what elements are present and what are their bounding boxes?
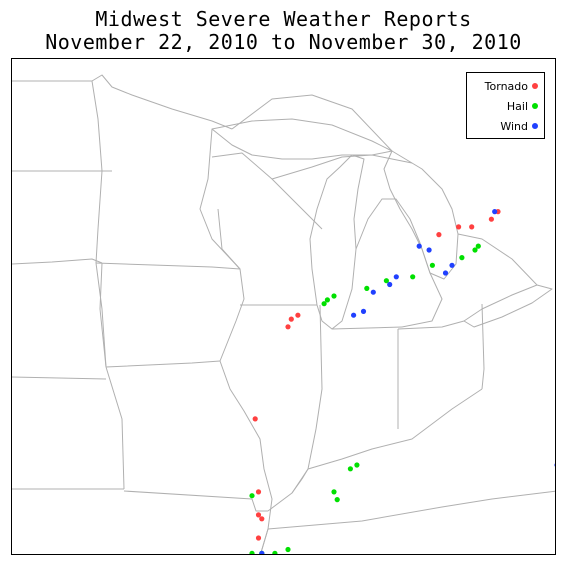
state-line-ks-mo <box>105 366 125 490</box>
basemap <box>12 74 555 554</box>
hail-report-dot <box>410 274 416 280</box>
legend-label-wind: Wind <box>500 119 528 133</box>
hail-report-dot <box>347 466 353 472</box>
state-line-mn-ia <box>95 262 241 270</box>
lower-michigan <box>355 198 443 328</box>
border-canada-north <box>12 74 233 130</box>
hail-report-dot <box>321 301 327 307</box>
legend-dot-tornado <box>532 83 538 89</box>
upper-michigan-peninsula <box>271 154 413 180</box>
wind-report-dot <box>393 274 399 280</box>
tornado-report-dot <box>255 489 262 495</box>
state-line-ia-west <box>95 262 107 368</box>
hail-report-dot <box>475 243 481 249</box>
state-line-ky-tn <box>267 490 555 530</box>
tornado-report-dot <box>252 416 258 422</box>
wind-report-dot <box>442 270 449 276</box>
state-line-wi-mi-upper <box>211 152 323 230</box>
state-line-oh-mi <box>397 320 465 330</box>
map-frame: Tornado Hail Wind <box>11 58 556 555</box>
hail-report-dot <box>285 546 291 553</box>
hail-report-dot <box>331 293 337 299</box>
legend: Tornado Hail Wind <box>466 72 545 139</box>
state-line-mn-wi <box>199 128 241 270</box>
hail-report-dot <box>272 550 278 554</box>
mississippi-river <box>217 208 273 554</box>
tornado-report-dot <box>255 535 262 541</box>
legend-item-hail: Hail <box>507 99 538 113</box>
legend-dot-hail <box>532 103 538 109</box>
title-line-1: Midwest Severe Weather Reports <box>95 7 472 31</box>
state-line-sd-ne <box>12 258 103 265</box>
legend-label-hail: Hail <box>506 99 528 113</box>
map-title: Midwest Severe Weather Reports November … <box>0 8 567 54</box>
tornado-report-dot <box>436 232 442 238</box>
legend-dot-wind <box>532 123 538 129</box>
lake-erie <box>463 284 553 328</box>
tornado-report-dot <box>295 312 301 318</box>
tornado-report-dot <box>259 516 265 522</box>
wind-report-dot <box>370 289 376 295</box>
hail-report-dot <box>383 278 389 284</box>
state-line-ia-mo <box>105 360 221 368</box>
wind-report-dot <box>492 209 498 215</box>
wind-report-dot <box>554 463 555 467</box>
lake-huron <box>383 150 459 280</box>
lake-michigan <box>309 154 365 330</box>
wind-report-dot <box>351 312 357 318</box>
hail-report-dot <box>249 493 255 499</box>
legend-item-tornado: Tornado <box>485 79 538 93</box>
report-dots <box>249 209 555 554</box>
tornado-report-dot <box>255 512 262 518</box>
tornado-report-dot <box>288 316 294 322</box>
hail-report-dot <box>429 262 435 268</box>
tornado-report-dot <box>488 216 494 222</box>
ontario-border <box>231 94 538 286</box>
tornado-report-dot <box>285 324 291 330</box>
wind-report-dot <box>416 243 422 249</box>
hail-report-dot <box>364 285 370 291</box>
state-line-ne-ks <box>12 376 107 380</box>
state-line-oh-east <box>481 303 485 390</box>
hail-report-dot <box>324 297 330 303</box>
hail-report-dot <box>354 462 360 468</box>
state-line-il-in <box>301 304 323 480</box>
wind-report-dot <box>259 550 265 554</box>
state-line-mo-ar <box>123 490 268 512</box>
legend-label-tornado: Tornado <box>484 79 528 93</box>
state-line-in-mi <box>331 326 403 330</box>
ohio-river <box>267 388 483 512</box>
illinois-south-tip <box>291 478 303 494</box>
wind-report-dot <box>449 262 455 268</box>
hail-report-dot <box>472 247 478 253</box>
tornado-report-dot <box>469 224 475 230</box>
state-line-ne-ia <box>99 262 107 368</box>
hail-report-dot <box>334 497 340 503</box>
hail-report-dot <box>331 489 337 495</box>
state-line-mn-west <box>91 80 103 264</box>
title-line-2: November 22, 2010 to November 30, 2010 <box>45 30 522 54</box>
legend-item-wind: Wind <box>500 119 538 133</box>
hail-report-dot <box>249 550 255 554</box>
wind-report-dot <box>426 247 432 253</box>
wind-report-dot <box>360 308 367 314</box>
wind-report-dot <box>387 281 393 288</box>
tornado-report-dot <box>456 224 462 230</box>
hail-report-dot <box>459 255 465 261</box>
